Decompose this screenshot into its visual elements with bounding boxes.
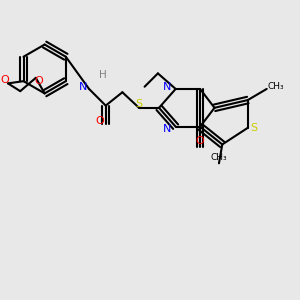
Text: H: H — [98, 70, 106, 80]
Text: N: N — [79, 82, 88, 92]
Text: O: O — [96, 116, 104, 126]
Text: S: S — [250, 123, 257, 133]
Text: O: O — [196, 136, 205, 146]
Text: O: O — [35, 76, 44, 86]
Text: CH₃: CH₃ — [267, 82, 284, 91]
Text: S: S — [136, 100, 142, 110]
Text: O: O — [0, 75, 9, 85]
Text: N: N — [163, 82, 171, 92]
Text: CH₃: CH₃ — [211, 153, 227, 162]
Text: N: N — [163, 124, 171, 134]
